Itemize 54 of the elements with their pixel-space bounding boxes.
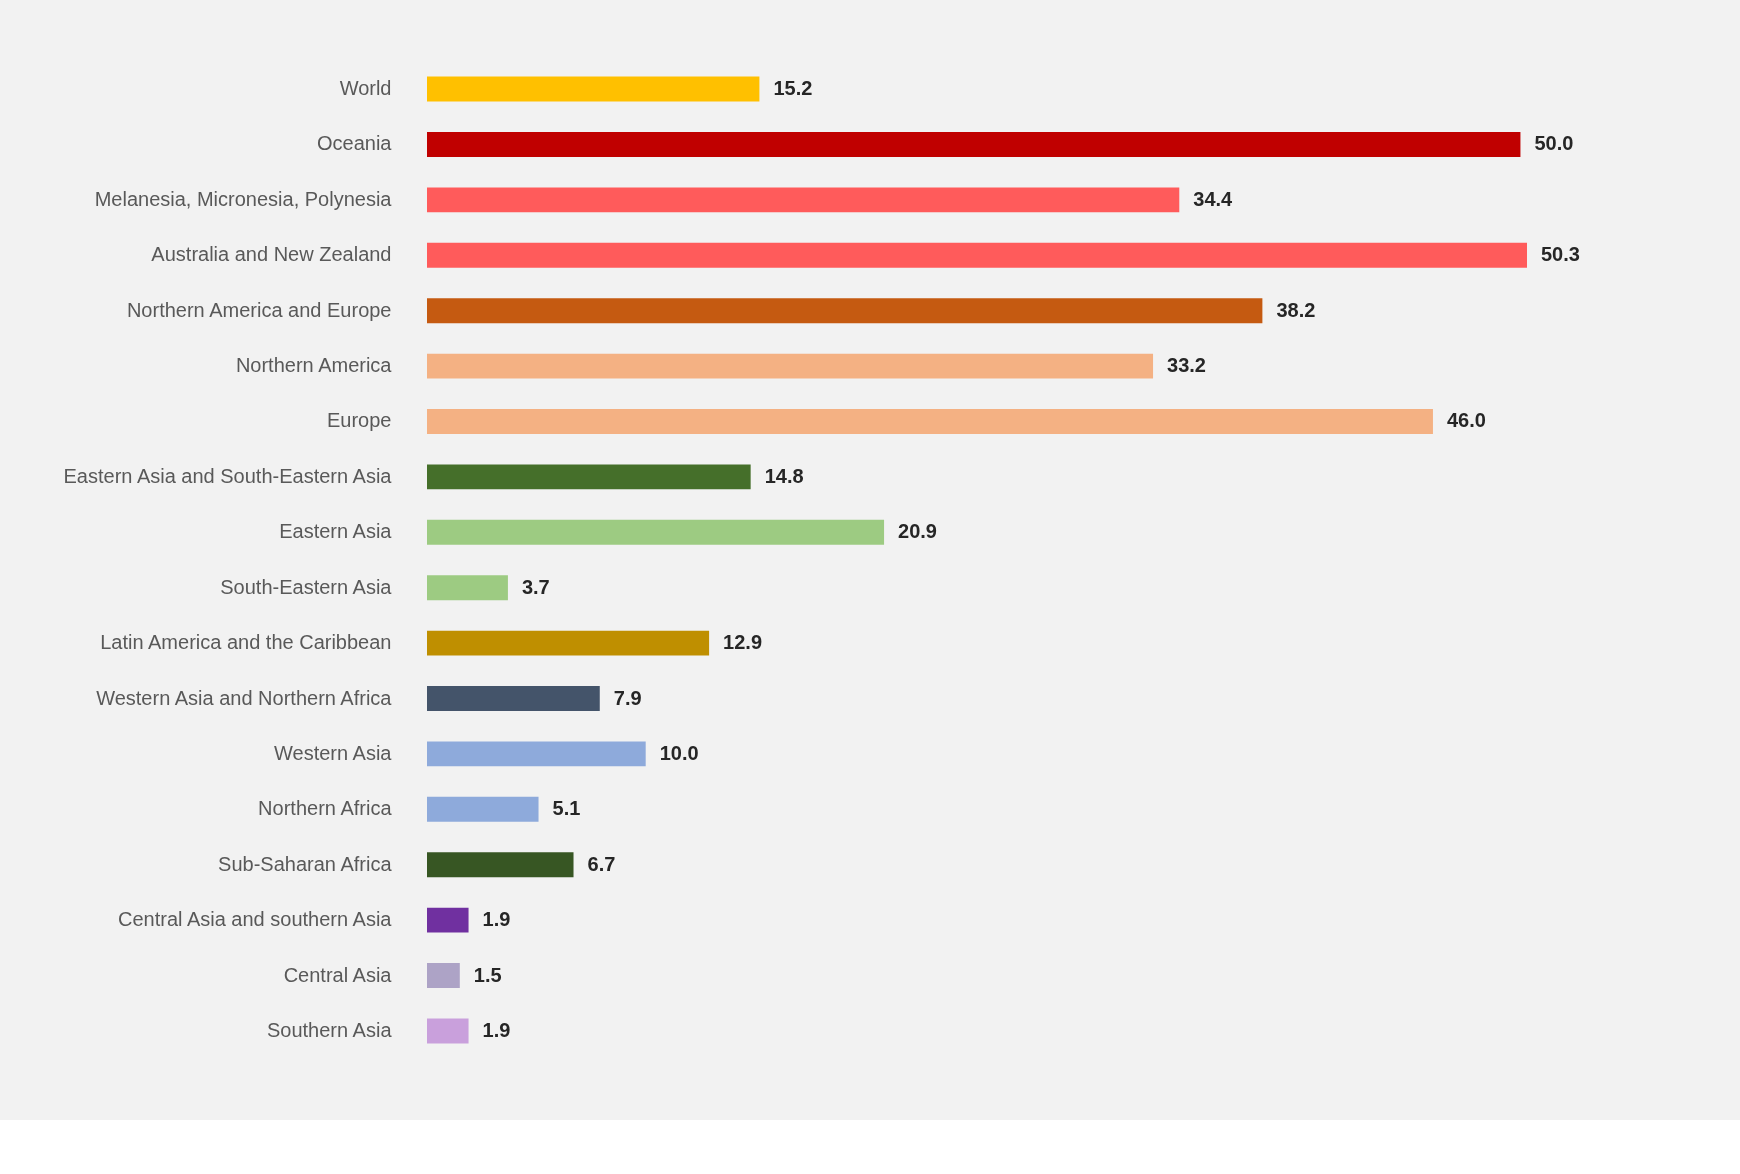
bar xyxy=(427,298,1263,324)
y-tick-label: Eastern Asia and South-Eastern Asia xyxy=(63,464,393,487)
bar xyxy=(427,575,508,601)
y-tick-label: Europe xyxy=(327,409,392,432)
data-label: 34.4 xyxy=(1193,187,1234,210)
data-label: 5.1 xyxy=(552,797,581,820)
bar xyxy=(427,76,760,102)
data-label: 6.7 xyxy=(587,852,616,875)
bar xyxy=(427,630,710,656)
data-label: 15.2 xyxy=(773,77,813,100)
data-label: 12.9 xyxy=(723,631,763,654)
bar xyxy=(427,963,460,988)
bar xyxy=(427,353,1154,379)
bar xyxy=(427,242,1527,268)
data-label: 33.2 xyxy=(1167,354,1206,377)
data-label: 14.8 xyxy=(764,464,804,487)
bar xyxy=(427,187,1180,213)
bar xyxy=(427,409,1433,434)
y-tick-label: Northern America and Europe xyxy=(126,298,392,321)
data-label: 38.2 xyxy=(1276,298,1316,321)
y-tick-label: Central Asia and southern Asia xyxy=(117,908,393,931)
bar xyxy=(427,1018,469,1044)
y-tick-label: Western Asia and Northern Africa xyxy=(96,686,393,709)
y-tick-label: Eastern Asia xyxy=(279,520,393,543)
y-tick-label: Oceania xyxy=(317,132,393,155)
y-tick-label: South-Eastern Asia xyxy=(220,575,393,598)
y-tick-label: Central Asia xyxy=(283,963,393,986)
y-tick-label: Northern America xyxy=(235,354,393,377)
data-label: 1.9 xyxy=(482,908,511,931)
bar xyxy=(427,741,646,767)
y-tick-label: Southern Asia xyxy=(266,1018,393,1041)
bar xyxy=(427,132,1521,157)
data-label: 50.3 xyxy=(1541,243,1580,266)
data-label: 3.7 xyxy=(521,575,550,598)
data-label: 46.0 xyxy=(1446,409,1486,432)
bar xyxy=(427,519,885,545)
data-label: 1.9 xyxy=(482,1018,511,1041)
bar xyxy=(427,852,574,878)
bar xyxy=(427,796,539,822)
bar xyxy=(427,907,469,933)
y-tick-label: World xyxy=(339,77,392,100)
data-label: 10.0 xyxy=(659,741,699,764)
bar xyxy=(427,686,600,711)
data-label: 1.5 xyxy=(473,963,502,986)
y-tick-label: Australia and New Zealand xyxy=(151,243,392,266)
data-label: 50.0 xyxy=(1534,132,1574,155)
y-tick-label: Melanesia, Micronesia, Polynesia xyxy=(94,187,393,210)
bar xyxy=(427,464,751,490)
data-label: 7.9 xyxy=(613,686,642,709)
y-tick-label: Sub-Saharan Africa xyxy=(218,852,393,875)
y-tick-label: Latin America and the Caribbean xyxy=(100,631,392,654)
data-label: 20.9 xyxy=(898,520,937,543)
y-tick-label: Northern Africa xyxy=(258,797,393,820)
y-tick-label: Western Asia xyxy=(274,741,393,764)
